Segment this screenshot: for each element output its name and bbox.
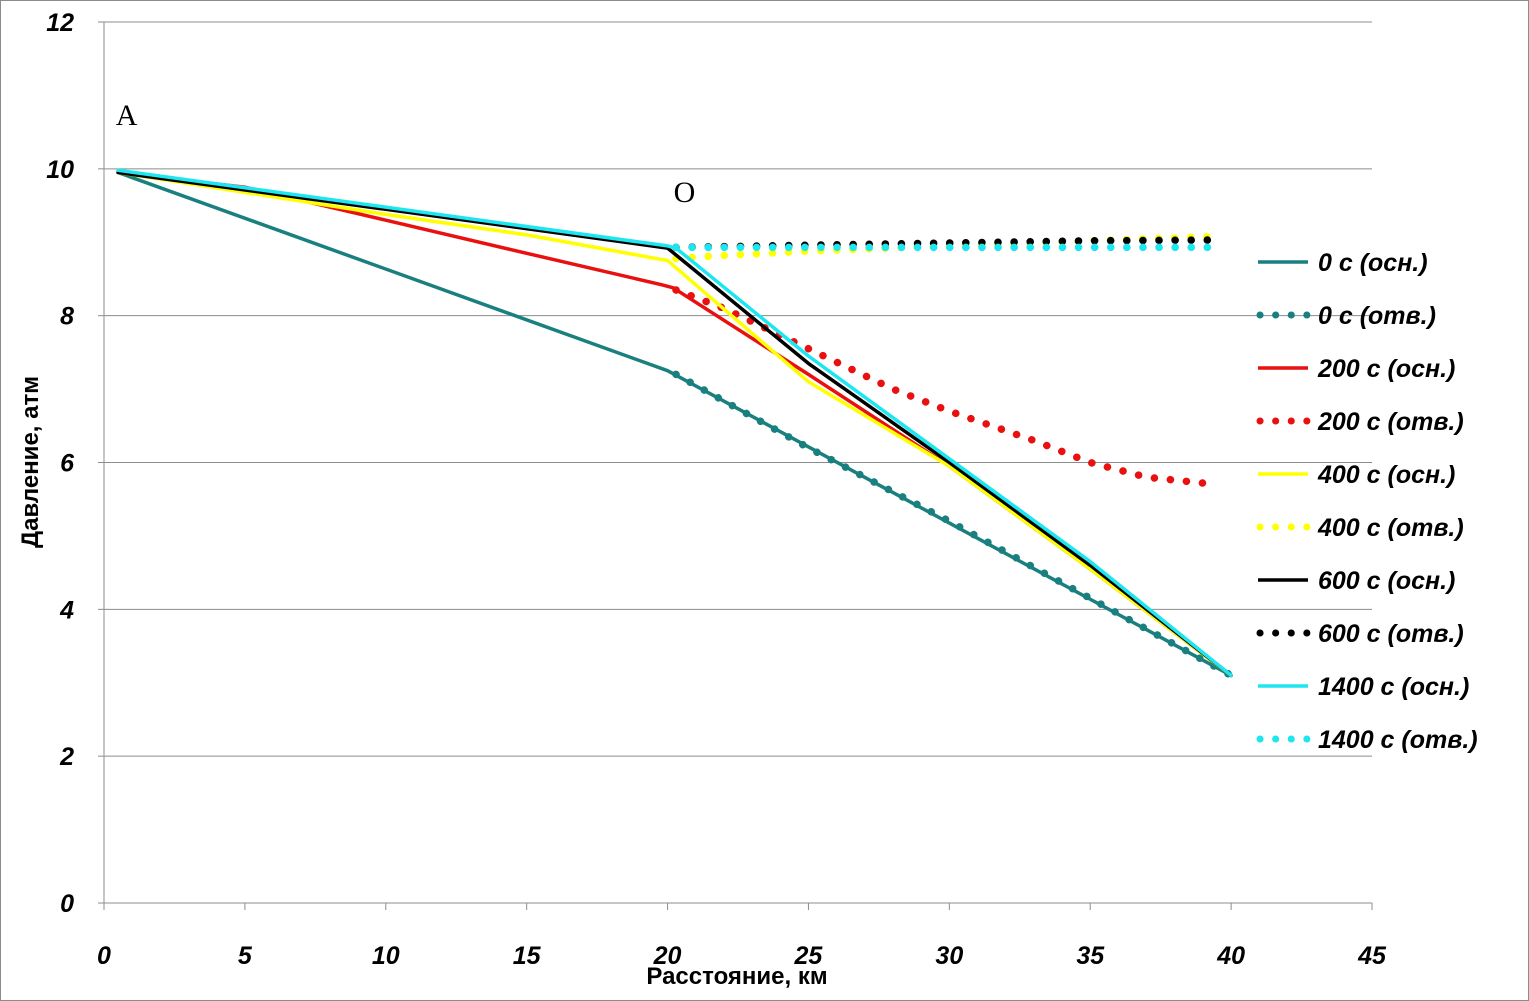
legend-label: 600 с (отв.) [1318, 620, 1464, 648]
gridlines [104, 21, 1372, 757]
x-tick-label: 0 [97, 942, 111, 970]
y-tick-label: 8 [60, 303, 74, 331]
y-axis-title: Давление, атм [17, 376, 44, 548]
x-axis-title: Расстояние, км [646, 963, 827, 990]
axes [98, 21, 1373, 910]
series-line [672, 236, 1221, 252]
x-tick-label: 25 [794, 942, 824, 970]
series-group [116, 168, 1235, 680]
legend: 0 с (осн.) 0 с (отв.) 200 с (осн.) 200 с (о… [1256, 249, 1478, 754]
y-tick-label: 10 [46, 156, 74, 184]
y-tick-label: 6 [60, 450, 75, 478]
point-annotation: A [116, 99, 138, 132]
x-tick-label: 30 [935, 942, 963, 970]
y-tick-label: 2 [59, 743, 74, 771]
annotations: AO [116, 99, 696, 209]
y-tick-label: 12 [46, 9, 74, 37]
series-line [672, 286, 1221, 489]
series-line [116, 168, 1233, 678]
legend-label: 0 с (осн.) [1318, 249, 1428, 277]
legend-label: 400 с (осн.) [1317, 461, 1455, 489]
x-tick-label: 20 [653, 942, 682, 970]
series-line [116, 170, 1233, 678]
point-annotation: O [674, 176, 696, 209]
x-tick-label: 35 [1076, 942, 1105, 970]
legend-label: 200 с (отв.) [1317, 408, 1464, 436]
legend-label: 1400 с (осн.) [1318, 673, 1469, 701]
x-tick-label: 15 [513, 942, 542, 970]
legend-label: 600 с (осн.) [1318, 567, 1455, 595]
legend-label: 1400 с (отв.) [1318, 726, 1478, 754]
legend-label: 200 с (осн.) [1317, 355, 1455, 383]
x-tick-label: 45 [1357, 942, 1387, 970]
tick-labels: 0 2 4 6 8 10 12 0 5 10 15 20 25 30 35 40 45 [46, 9, 1387, 970]
legend-label: 0 с (отв.) [1318, 302, 1436, 330]
y-tick-label: 0 [60, 890, 74, 918]
x-tick-label: 5 [238, 942, 253, 970]
legend-label: 400 с (отв.) [1317, 514, 1464, 542]
series-line [116, 170, 1233, 678]
x-tick-label: 40 [1216, 942, 1245, 970]
x-tick-label: 10 [372, 942, 400, 970]
y-tick-label: 4 [59, 596, 74, 624]
